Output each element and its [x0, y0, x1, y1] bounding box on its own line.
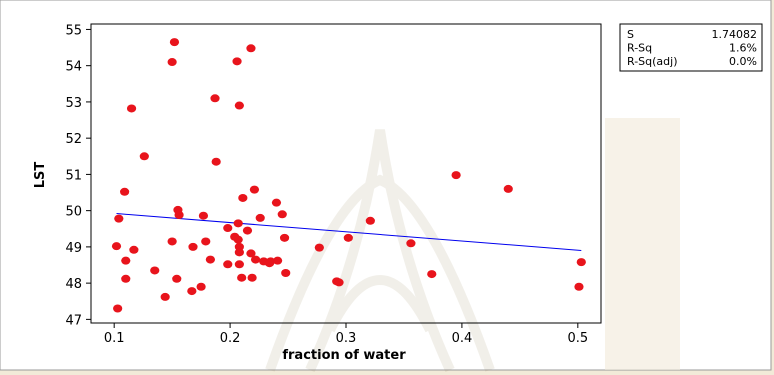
data-point	[139, 152, 149, 161]
data-point	[343, 233, 353, 242]
stat-label: R-Sq	[627, 42, 652, 55]
data-point	[234, 260, 244, 269]
data-point	[172, 274, 182, 283]
data-points	[111, 38, 586, 313]
data-point	[120, 187, 130, 196]
y-tick-label: 47	[65, 313, 82, 328]
y-tick-label: 48	[65, 277, 82, 292]
watermark-ornament	[265, 129, 495, 373]
data-point	[242, 226, 253, 235]
data-point	[121, 256, 131, 265]
x-tick-label: 0.3	[336, 331, 357, 346]
data-point	[198, 211, 209, 220]
regression-line	[116, 213, 582, 252]
data-point	[188, 242, 198, 251]
data-point	[237, 273, 247, 282]
data-point	[234, 101, 244, 110]
data-point	[365, 216, 375, 225]
data-point	[210, 94, 220, 103]
data-point	[223, 260, 233, 269]
data-point	[201, 237, 211, 246]
x-tick-label: 0.4	[452, 331, 473, 346]
x-tick-label: 0.1	[104, 331, 125, 346]
x-tick-label: 0.5	[567, 331, 588, 346]
data-point	[427, 270, 437, 279]
data-point	[246, 249, 256, 258]
x-tick-label: 0.2	[220, 331, 241, 346]
data-point	[223, 224, 233, 233]
data-point	[174, 210, 184, 219]
data-point	[126, 104, 137, 113]
data-point	[167, 58, 177, 67]
y-tick-label: 53	[65, 96, 82, 111]
data-point	[255, 213, 265, 222]
data-point	[169, 38, 180, 47]
data-point	[234, 248, 244, 257]
data-point	[233, 219, 243, 228]
stat-value: 0.0%	[729, 55, 757, 68]
y-tick-label: 54	[65, 60, 82, 75]
stats-box-frame	[619, 23, 763, 72]
data-point	[574, 282, 584, 291]
y-axis: 47 48 49 50 51 52 53 54 55	[65, 23, 91, 328]
data-point	[503, 184, 513, 193]
data-point	[232, 57, 242, 66]
x-axis-label: fraction of water	[282, 348, 406, 363]
data-point	[211, 157, 221, 166]
data-point	[334, 278, 344, 287]
data-point	[129, 245, 139, 254]
data-point	[114, 214, 124, 223]
y-tick-label: 51	[65, 168, 82, 183]
y-tick-label: 52	[65, 132, 82, 147]
y-tick-label: 50	[65, 205, 82, 220]
data-point	[273, 256, 283, 265]
data-point	[247, 273, 257, 282]
data-point	[150, 266, 160, 275]
data-point	[271, 198, 282, 207]
data-point	[121, 274, 131, 283]
x-axis: 0.1 0.2 0.3 0.4 0.5	[104, 323, 588, 346]
stat-label: S	[627, 28, 634, 41]
stat-value: 1.6%	[729, 42, 757, 55]
stat-label: R-Sq(adj)	[627, 55, 678, 68]
data-point	[233, 235, 243, 244]
data-point	[238, 193, 248, 202]
stats-box: S 1.74082 R-Sq 1.6% R-Sq(adj) 0.0%	[619, 23, 763, 72]
data-point	[279, 233, 290, 242]
data-point	[250, 255, 261, 264]
data-point	[196, 282, 206, 291]
data-point	[205, 255, 215, 264]
data-point	[246, 44, 256, 53]
data-point	[187, 287, 197, 296]
data-point	[249, 185, 260, 194]
data-point	[451, 171, 461, 180]
data-point	[113, 304, 123, 313]
data-point	[314, 243, 324, 252]
data-point	[111, 242, 122, 251]
data-point	[281, 268, 291, 277]
y-tick-label: 55	[65, 23, 82, 38]
regression-line-group	[116, 213, 582, 252]
stat-value: 1.74082	[712, 28, 758, 41]
data-point	[576, 258, 586, 267]
side-panel	[605, 118, 680, 370]
y-tick-label: 49	[65, 241, 82, 256]
data-point	[406, 239, 416, 248]
data-point	[264, 259, 275, 268]
y-axis-label: LST	[33, 162, 48, 189]
data-point	[167, 237, 177, 246]
data-point	[160, 292, 170, 301]
data-point	[277, 210, 287, 219]
